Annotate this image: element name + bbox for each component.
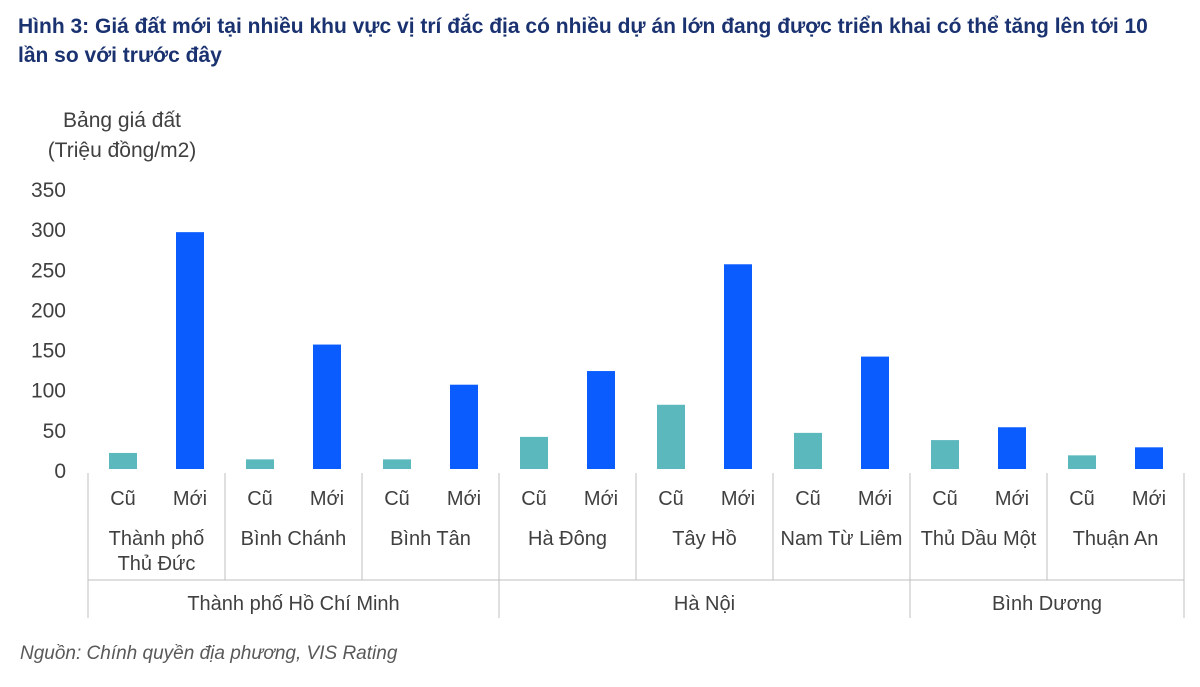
series-label-new: Mới	[584, 488, 618, 510]
bar-old	[1068, 455, 1096, 469]
bar-old	[931, 440, 959, 469]
series-label-new: Mới	[721, 488, 755, 510]
series-label-new: Mới	[995, 488, 1029, 510]
series-label-old: Cũ	[932, 488, 958, 510]
series-label-old: Cũ	[658, 488, 684, 510]
series-label-old: Cũ	[110, 488, 136, 510]
bar-old	[657, 404, 685, 469]
series-label-old: Cũ	[795, 488, 821, 510]
bar-new	[1135, 447, 1163, 469]
series-label-old: Cũ	[384, 488, 410, 510]
bar-old	[520, 436, 548, 469]
y-tick-label: 150	[31, 340, 66, 363]
bar-new	[724, 264, 752, 469]
y-tick-label: 50	[43, 420, 66, 443]
series-label-old: Cũ	[247, 488, 273, 510]
bar-new	[861, 356, 889, 469]
bar-old	[109, 452, 137, 469]
y-tick-label: 200	[31, 299, 66, 322]
series-label-new: Mới	[173, 488, 207, 510]
district-label: Thuận An	[1073, 528, 1159, 550]
district-label: Bình Tân	[390, 528, 471, 550]
district-label: Thủ Dầu Một	[921, 528, 1037, 550]
bar-new	[176, 232, 204, 469]
district-label: Thành phố	[109, 528, 205, 550]
y-tick-label: 350	[31, 179, 66, 202]
y-axis-title: Bảng giá đất	[63, 109, 181, 132]
y-tick-label: 100	[31, 380, 66, 403]
district-label: Hà Đông	[528, 528, 607, 550]
y-tick-label: 0	[54, 460, 66, 483]
series-label-new: Mới	[858, 488, 892, 510]
district-label: Bình Chánh	[241, 528, 347, 550]
y-tick-label: 250	[31, 259, 66, 282]
series-label-new: Mới	[447, 488, 481, 510]
group-label: Thành phố Hồ Chí Minh	[187, 593, 399, 615]
bar-new	[450, 384, 478, 469]
district-label: Tây Hồ	[672, 528, 736, 550]
bar-old	[794, 432, 822, 469]
series-label-old: Cũ	[1069, 488, 1095, 510]
chart-title: Hình 3: Giá đất mới tại nhiều khu vực vị…	[18, 15, 1148, 67]
bar-new	[313, 344, 341, 469]
district-label: Nam Từ Liêm	[781, 528, 903, 550]
y-axis-title: (Triệu đồng/m2)	[48, 139, 197, 162]
series-label-new: Mới	[310, 488, 344, 510]
bar-new	[998, 427, 1026, 469]
group-label: Bình Dương	[992, 593, 1102, 615]
bar-new	[587, 371, 615, 469]
district-label: Thủ Đức	[118, 553, 196, 575]
bar-old	[383, 459, 411, 469]
bar-old	[246, 459, 274, 469]
source-note: Nguồn: Chính quyền địa phương, VIS Ratin…	[20, 643, 398, 664]
series-label-new: Mới	[1132, 488, 1166, 510]
y-tick-label: 300	[31, 219, 66, 242]
series-label-old: Cũ	[521, 488, 547, 510]
group-label: Hà Nội	[674, 593, 735, 615]
